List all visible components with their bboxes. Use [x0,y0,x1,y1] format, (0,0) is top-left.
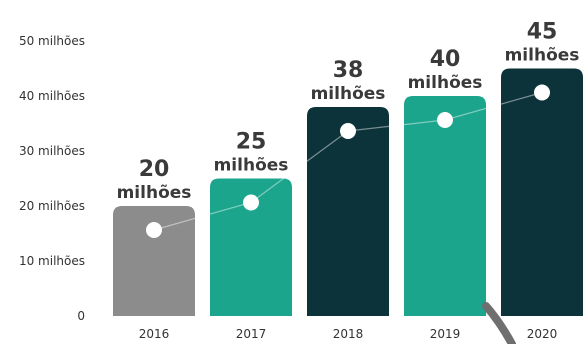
trend-marker-2019 [437,112,453,128]
data-labels: 20milhões25milhões38milhões40milhões45mi… [117,20,580,204]
data-label-value: 20 [139,157,170,182]
bar-2016 [113,206,195,316]
data-label-unit: milhões [505,46,580,66]
y-tick-label: 0 [77,309,85,323]
bar-2017 [210,178,292,316]
y-tick-label: 20 milhões [19,199,85,213]
data-label-unit: milhões [214,156,289,176]
x-axis: 2016 2017 2018 2019 2020 [139,327,558,341]
x-tick-label: 2018 [333,327,364,341]
x-tick-label: 2020 [527,327,558,341]
trend-marker-2016 [146,222,162,238]
x-tick-label: 2017 [236,327,267,341]
bar-2019 [404,96,486,316]
trend-line [146,84,550,238]
trend-marker-2018 [340,123,356,139]
x-tick-label: 2016 [139,327,170,341]
data-label-unit: milhões [408,73,483,93]
y-axis: 0 10 milhões 20 milhões 30 milhões 40 milhõe… [19,34,85,323]
cursor-arc [482,302,516,344]
data-label-unit: milhões [117,183,192,203]
data-label-unit: milhões [311,84,386,104]
x-tick-label: 2019 [430,327,461,341]
y-tick-label: 40 milhões [19,89,85,103]
data-label-value: 25 [236,130,267,155]
bar-2018 [307,107,389,316]
y-tick-label: 10 milhões [19,254,85,268]
bars [113,68,583,316]
trend-marker-2020 [534,84,550,101]
data-label-value: 38 [333,58,364,83]
y-tick-label: 50 milhões [19,34,85,48]
trend-marker-2017 [243,194,259,211]
data-label-value: 45 [527,20,558,45]
data-label-value: 40 [430,47,461,72]
bar-2020 [501,68,583,316]
y-tick-label: 30 milhões [19,144,85,158]
